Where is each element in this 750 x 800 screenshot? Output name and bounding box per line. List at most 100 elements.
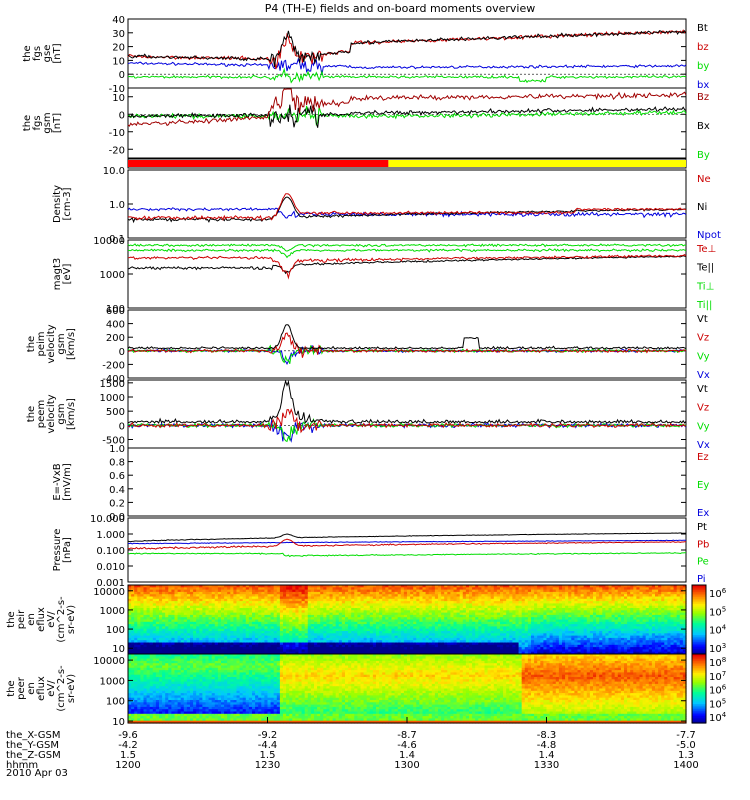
ylabel-fgs_gsm-3: [nT]	[52, 113, 63, 133]
xtick-1-0: -9.2	[258, 730, 278, 741]
xtick-0-0: -9.6	[118, 730, 138, 741]
ytick-efield-0: 1.0	[109, 444, 125, 455]
xtick-3-0: -8.3	[537, 730, 557, 741]
figure-title: P4 (TH-E) fields and on-board moments ov…	[265, 2, 536, 15]
ytick-efield-1: 0.8	[109, 458, 125, 469]
xtick-4-3: 1400	[673, 760, 698, 771]
legend-density-1: Ni	[697, 202, 707, 213]
ylabel-ion_spec-6: sr-eV)	[66, 605, 77, 634]
colorbar-label-electron_spec-2: 106	[709, 684, 727, 697]
ytick-velocity_e-0: 1500	[100, 379, 125, 390]
ytick-electron_spec-3: 10	[112, 717, 125, 728]
ytick-ion_spec-2: 100	[106, 625, 125, 636]
xtick-2-1: -4.6	[397, 740, 417, 751]
series-pressure-1	[127, 538, 687, 550]
series-fgs_gsm-0	[127, 88, 687, 127]
ylabel-electron_spec-2: en	[26, 682, 37, 695]
frame-efield	[127, 447, 687, 517]
panel-ion_spec: the peir en eflux eV/(cm^2-s-sr-eV) 106 105 104…	[6, 584, 727, 655]
ytick-velocity_i-3: 0	[119, 347, 125, 358]
legend-fgs_gse-1: bz	[697, 42, 709, 53]
ytick-velocity_i-1: 400	[106, 320, 125, 331]
xtick-2-0: -8.7	[397, 730, 417, 741]
frame-density	[127, 169, 687, 239]
ytick-electron_spec-2: 100	[106, 697, 125, 708]
frame-velocity_e	[127, 379, 687, 449]
colorbar-label-ion_spec-3: 103	[709, 642, 726, 655]
xtick-3-1: -4.8	[537, 740, 557, 751]
legend-fgs_gse-2: by	[697, 61, 709, 72]
ylabel-density-1: [cm-3]	[62, 187, 73, 220]
ylabel-velocity_e-4: [km/s]	[66, 398, 77, 430]
ylabel-temperature-0: magt3	[52, 258, 63, 291]
legend-velocity_e-1: Vz	[697, 403, 709, 414]
frame-fgs_gsm	[127, 87, 687, 159]
ylabel-fgs_gsm-2: gsm	[42, 112, 53, 133]
heatmap-ion_spec	[128, 585, 687, 655]
ylabel-velocity_i-1: peim	[36, 331, 47, 356]
xtick-4-0: -7.7	[676, 730, 696, 741]
ytick-fgs_gse-4: 0	[119, 70, 125, 81]
xtick-1-1: -4.4	[258, 740, 278, 751]
ytick-velocity_i-5: -400	[102, 374, 125, 385]
panel-fgs_gsm: the fgs gsm [nT] 10 0 -10 -20 Bz Bx By	[22, 87, 710, 161]
ytick-fgs_gse-5: -10	[109, 84, 125, 95]
series-density-0	[128, 193, 687, 222]
ylabel-density-0: Density	[52, 185, 63, 223]
ytick-fgs_gsm-2: 0	[119, 110, 125, 121]
colorbar-ion_spec: 106 105 104 103	[691, 584, 727, 655]
ylabel-pressure-0: Pressure	[52, 529, 63, 572]
ytick-velocity_i-2: 200	[106, 333, 125, 344]
panel-efield: E=-VxB [mV/m] 1.0 0.8 0.6 0.4 0.2 0.0 Ez Ey Ex	[52, 444, 709, 523]
legend-fgs_gse-0: Bt	[697, 23, 708, 34]
panel-fgs_gse: the fgs gse [nT] 40 30 20 10 0 -10 Bt bz by bx	[22, 15, 709, 95]
legend-fgs_gsm-0: Bz	[697, 92, 709, 103]
colorbar-label-electron_spec-4: 104	[709, 711, 727, 724]
ytick-velocity_e-2: 500	[106, 407, 125, 418]
ytick-velocity_e-1: 1000	[100, 393, 125, 404]
series-temperature-0	[127, 253, 687, 280]
panel-pressure: Pressure [nPa] 10.000 1.000 0.100 0.010 0.001 P…	[52, 514, 709, 589]
xaxis-row-label-3: hhmm	[6, 760, 38, 771]
mode-bar-segment-1	[388, 160, 686, 167]
ytick-velocity_e-3: 0	[119, 421, 125, 432]
series-density-1	[127, 196, 687, 224]
ylabel-velocity_i-0: the	[26, 336, 37, 352]
ylabel-electron_spec-5: (cm^2-s-	[56, 665, 67, 712]
ylabel-efield-1: [mV/m]	[62, 463, 73, 501]
xtick-3-2: 1.4	[539, 750, 555, 761]
ylabel-velocity_e-3: gsm	[56, 403, 67, 424]
series-temperature-1	[127, 255, 687, 275]
series-velocity_e-0	[127, 379, 687, 425]
frame-temperature	[127, 239, 687, 309]
colorbar-label-ion_spec-0: 106	[709, 587, 727, 600]
ytick-ion_spec-3: 10	[112, 644, 125, 655]
ytick-pressure-2: 0.100	[96, 546, 125, 557]
ylabel-velocity_i-4: [km/s]	[66, 328, 77, 360]
ytick-pressure-0: 10.000	[90, 514, 125, 525]
ylabel-efield-0: E=-VxB	[52, 463, 63, 500]
legend-fgs_gse-3: bx	[697, 80, 709, 91]
ytick-efield-4: 0.2	[109, 498, 125, 509]
ytick-fgs_gsm-3: -10	[109, 128, 125, 139]
ytick-velocity_i-0: 600	[106, 306, 125, 317]
ylabel-electron_spec-1: peer	[16, 676, 27, 700]
series-pressure-2	[127, 552, 687, 558]
series-velocity_i-1	[127, 332, 687, 358]
legend-velocity_i-1: Vz	[697, 333, 709, 344]
legend-velocity_e-0: Vt	[697, 384, 708, 395]
xaxis-row-label-1: the_Y-GSM	[6, 740, 59, 751]
ylabel-electron_spec-3: eflux	[36, 676, 47, 701]
ytick-temperature-0: 10000	[93, 236, 125, 247]
ytick-ion_spec-1: 1000	[100, 606, 125, 617]
series-velocity_e-1	[127, 408, 687, 434]
series-fgs_gse-2	[127, 67, 687, 84]
ylabel-electron_spec-0: the	[6, 680, 17, 696]
series-fgs_gse-3	[127, 57, 687, 75]
legend-temperature-1: Te||	[696, 263, 714, 274]
panel-velocity_e: the peem velocity gsm [km/s] 1500 1000 500 0 -500…	[26, 379, 710, 451]
legend-pressure-1: Pb	[697, 539, 709, 550]
ytick-fgs_gsm-4: -20	[109, 145, 125, 156]
ylabel-ion_spec-4: eV/	[46, 611, 57, 628]
series-fgs_gsm-1	[127, 104, 687, 128]
